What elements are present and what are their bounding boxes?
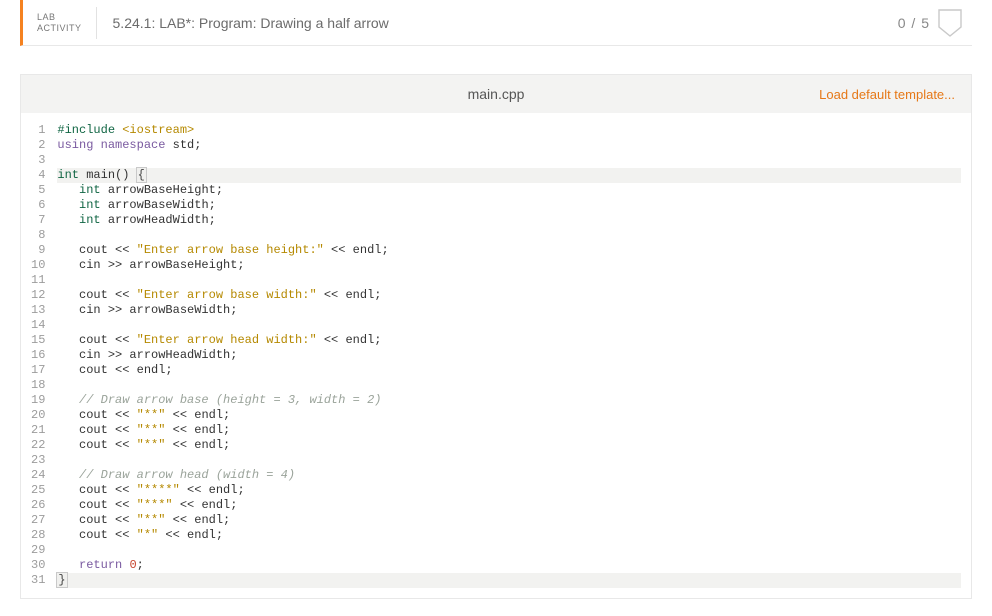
code-line[interactable]: cout << "**" << endl; xyxy=(57,408,961,423)
line-number: 23 xyxy=(31,453,45,468)
line-number: 15 xyxy=(31,333,45,348)
line-number: 10 xyxy=(31,258,45,273)
code-line[interactable]: cout << "Enter arrow head width:" << end… xyxy=(57,333,961,348)
line-number-gutter: 1234567891011121314151617181920212223242… xyxy=(21,113,53,598)
code-line[interactable]: // Draw arrow base (height = 3, width = … xyxy=(57,393,961,408)
code-line[interactable]: cout << "*" << endl; xyxy=(57,528,961,543)
code-line[interactable]: cin >> arrowBaseWidth; xyxy=(57,303,961,318)
filename-label: main.cpp xyxy=(468,86,525,102)
code-line[interactable]: cout << "**" << endl; xyxy=(57,423,961,438)
line-number: 16 xyxy=(31,348,45,363)
line-number: 22 xyxy=(31,438,45,453)
line-number: 21 xyxy=(31,423,45,438)
line-number: 9 xyxy=(31,243,45,258)
line-number: 25 xyxy=(31,483,45,498)
score-text: 0 / 5 xyxy=(898,15,930,31)
code-line[interactable]: int main() { xyxy=(57,168,961,183)
line-number: 2 xyxy=(31,138,45,153)
editor-topbar: main.cpp Load default template... xyxy=(21,75,971,113)
code-line[interactable]: cout << "Enter arrow base height:" << en… xyxy=(57,243,961,258)
code-line[interactable]: cout << "***" << endl; xyxy=(57,498,961,513)
line-number: 18 xyxy=(31,378,45,393)
code-line[interactable]: #include <iostream> xyxy=(57,123,961,138)
code-line[interactable] xyxy=(57,543,961,558)
lab-title: 5.24.1: LAB*: Program: Drawing a half ar… xyxy=(97,15,898,31)
badge-line1: LAB xyxy=(37,12,82,23)
code-line[interactable]: } xyxy=(57,573,961,588)
code-line[interactable] xyxy=(57,378,961,393)
code-line[interactable] xyxy=(57,153,961,168)
code-line[interactable]: int arrowBaseHeight; xyxy=(57,183,961,198)
line-number: 27 xyxy=(31,513,45,528)
line-number: 5 xyxy=(31,183,45,198)
code-line[interactable]: cout << endl; xyxy=(57,363,961,378)
lab-activity-badge: LAB ACTIVITY xyxy=(23,7,97,39)
code-line[interactable]: // Draw arrow head (width = 4) xyxy=(57,468,961,483)
code-line[interactable]: int arrowHeadWidth; xyxy=(57,213,961,228)
line-number: 1 xyxy=(31,123,45,138)
line-number: 6 xyxy=(31,198,45,213)
badge-line2: ACTIVITY xyxy=(37,23,82,34)
line-number: 17 xyxy=(31,363,45,378)
code-line[interactable]: int arrowBaseWidth; xyxy=(57,198,961,213)
page-root: LAB ACTIVITY 5.24.1: LAB*: Program: Draw… xyxy=(0,0,992,599)
line-number: 12 xyxy=(31,288,45,303)
line-number: 28 xyxy=(31,528,45,543)
line-number: 4 xyxy=(31,168,45,183)
score-wrap: 0 / 5 xyxy=(898,9,972,37)
code-line[interactable] xyxy=(57,318,961,333)
code-line[interactable]: cout << "**" << endl; xyxy=(57,513,961,528)
line-number: 29 xyxy=(31,543,45,558)
code-line[interactable] xyxy=(57,453,961,468)
code-line[interactable] xyxy=(57,273,961,288)
line-number: 11 xyxy=(31,273,45,288)
code-line[interactable]: return 0; xyxy=(57,558,961,573)
code-line[interactable]: cin >> arrowHeadWidth; xyxy=(57,348,961,363)
line-number: 20 xyxy=(31,408,45,423)
shield-icon xyxy=(938,9,962,37)
line-number: 13 xyxy=(31,303,45,318)
line-number: 30 xyxy=(31,558,45,573)
line-number: 31 xyxy=(31,573,45,588)
code-line[interactable]: using namespace std; xyxy=(57,138,961,153)
code-line[interactable]: cout << "**" << endl; xyxy=(57,438,961,453)
code-line[interactable]: cout << "Enter arrow base width:" << end… xyxy=(57,288,961,303)
code-line[interactable]: cin >> arrowBaseHeight; xyxy=(57,258,961,273)
line-number: 14 xyxy=(31,318,45,333)
code-content[interactable]: #include <iostream>using namespace std; … xyxy=(53,113,971,598)
code-line[interactable]: cout << "****" << endl; xyxy=(57,483,961,498)
line-number: 7 xyxy=(31,213,45,228)
line-number: 19 xyxy=(31,393,45,408)
line-number: 3 xyxy=(31,153,45,168)
code-line[interactable] xyxy=(57,228,961,243)
line-number: 24 xyxy=(31,468,45,483)
load-default-template-link[interactable]: Load default template... xyxy=(819,87,971,102)
code-area[interactable]: 1234567891011121314151617181920212223242… xyxy=(21,113,971,598)
line-number: 8 xyxy=(31,228,45,243)
line-number: 26 xyxy=(31,498,45,513)
lab-header: LAB ACTIVITY 5.24.1: LAB*: Program: Draw… xyxy=(20,0,972,46)
editor-card: main.cpp Load default template... 123456… xyxy=(20,74,972,599)
